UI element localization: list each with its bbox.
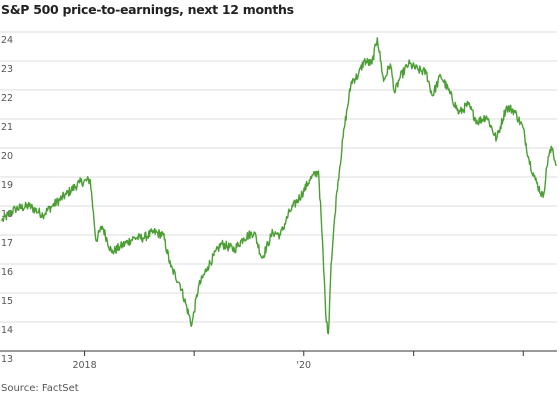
y-tick-label-22: 22 bbox=[1, 93, 13, 104]
x-tick-label-2020: '20 bbox=[296, 360, 311, 371]
y-tick-label-13: 13 bbox=[1, 354, 13, 365]
gridlines bbox=[0, 31, 557, 323]
x-axis-ticks bbox=[84, 351, 524, 356]
y-tick-label-21: 21 bbox=[1, 122, 13, 133]
chart-title: S&P 500 price-to-earnings, next 12 month… bbox=[1, 2, 294, 17]
x-axis-labels: 2018 '20 bbox=[72, 360, 311, 371]
source-note: Source: FactSet bbox=[1, 383, 79, 394]
x-tick-label-2018: 2018 bbox=[72, 360, 96, 371]
y-tick-label-20: 20 bbox=[1, 151, 13, 162]
y-tick-label-15: 15 bbox=[1, 296, 13, 307]
y-tick-label-14: 14 bbox=[1, 325, 13, 336]
series-line-pe bbox=[1, 37, 557, 335]
y-tick-label-23: 23 bbox=[1, 64, 13, 75]
y-tick-label-16: 16 bbox=[1, 267, 13, 278]
y-tick-label-24: 24 bbox=[1, 35, 13, 46]
y-tick-label-19: 19 bbox=[1, 180, 13, 191]
y-tick-label-17: 17 bbox=[1, 238, 13, 249]
